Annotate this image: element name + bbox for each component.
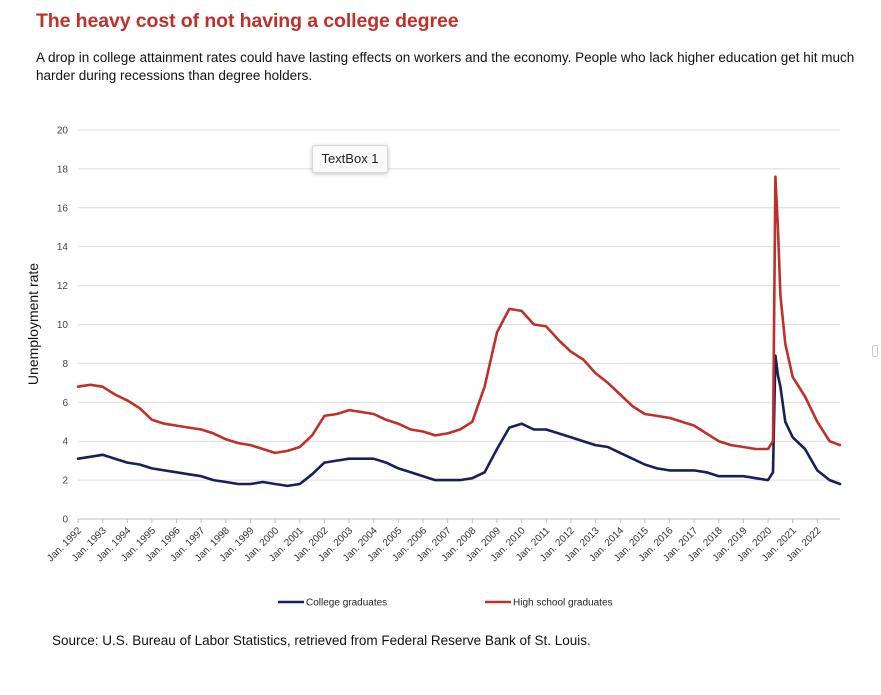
legend-label: College graduates (306, 598, 387, 609)
source-note: Source: U.S. Bureau of Labor Statistics,… (52, 633, 591, 648)
y-tick-label: 2 (62, 476, 68, 487)
grid-lines (78, 129, 840, 520)
legend-label: High school graduates (513, 598, 613, 609)
series-lines (76, 175, 842, 488)
series-line-college-graduates (76, 354, 842, 488)
y-tick-label: 0 (62, 515, 68, 526)
textbox-overlay[interactable]: TextBox 1 (312, 145, 388, 173)
y-axis-ticks: 0 2 4 6 8 10 12 14 16 18 20 (57, 126, 69, 526)
series-line-high-school-graduates (76, 175, 842, 455)
y-tick-label: 6 (62, 398, 68, 409)
chart-title: The heavy cost of not having a college d… (36, 10, 459, 32)
y-tick-label: 10 (57, 320, 69, 331)
y-tick-label: 12 (57, 281, 69, 292)
legend: College graduates High school graduates (278, 598, 613, 609)
resize-handle[interactable] (872, 345, 878, 357)
y-tick-label: 14 (57, 242, 69, 253)
chart-subtitle: A drop in college attainment rates could… (36, 50, 855, 83)
y-tick-label: 16 (57, 203, 69, 214)
y-tick-label: 20 (57, 126, 69, 137)
y-axis-label: Unemployment rate (25, 263, 41, 385)
y-tick-label: 4 (62, 437, 68, 448)
y-tick-label: 8 (62, 359, 68, 370)
y-tick-label: 18 (57, 164, 69, 175)
